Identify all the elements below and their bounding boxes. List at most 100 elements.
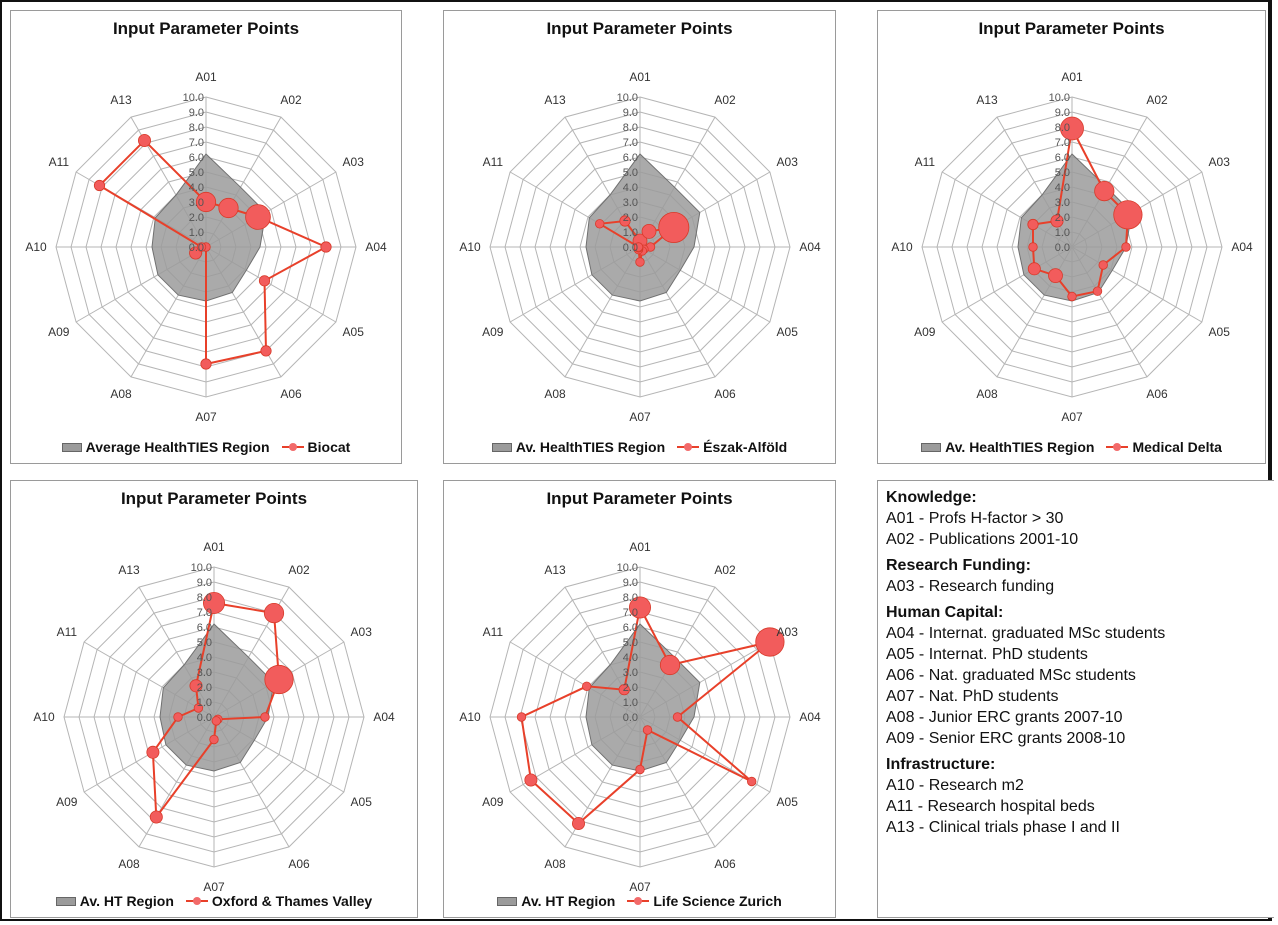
chart-legend: Av. HT Region Oxford & Thames Valley — [11, 893, 417, 909]
tick-label: 9.0 — [189, 107, 204, 119]
legend-area-swatch — [497, 896, 518, 906]
category-label: A13 — [544, 563, 566, 577]
tick-label: 4.0 — [1055, 182, 1070, 194]
legend-item-average: Av. HT Region — [55, 893, 174, 909]
category-label: A02 — [714, 563, 736, 577]
chart-legend: Av. HT Region Life Science Zurich — [444, 893, 835, 909]
tick-label: 5.0 — [623, 167, 638, 179]
tick-label: 10.0 — [1049, 92, 1070, 104]
category-label: A09 — [56, 795, 78, 809]
data-point-marker — [263, 603, 285, 624]
parameter-item: A04 - Internat. graduated MSc students — [886, 625, 1166, 642]
tick-label: 0.0 — [623, 712, 638, 724]
tick-label: 3.0 — [1055, 197, 1070, 209]
category-label: A08 — [118, 857, 140, 871]
category-label: A07 — [195, 410, 217, 424]
legend-label: Av. HealthTIES Region — [515, 439, 666, 455]
data-point-marker — [1121, 242, 1131, 252]
category-label: A03 — [777, 155, 799, 169]
category-label: A06 — [714, 387, 736, 401]
legend-item-average: Av. HealthTIES Region — [921, 439, 1094, 455]
data-point-marker — [196, 242, 207, 252]
radar-chart-oxford-thames-valley: Input Parameter Points 0.0 1.0 2.0 3.0 4.0 5.… — [10, 480, 418, 918]
category-label: A13 — [118, 563, 140, 577]
category-label: A07 — [629, 880, 651, 894]
legend-item-region: Észak-Alföld — [677, 439, 787, 455]
tick-label: 3.0 — [623, 667, 638, 679]
category-label: A04 — [799, 710, 821, 724]
parameter-item: A07 - Nat. PhD students — [886, 688, 1059, 705]
data-point-marker — [618, 684, 630, 696]
legend-label: Biocat — [307, 439, 351, 455]
tick-label: 2.0 — [623, 682, 638, 694]
data-point-marker — [195, 191, 217, 213]
data-point-marker — [635, 764, 645, 775]
parameter-item: A03 - Research funding — [886, 578, 1055, 595]
legend-area-swatch — [61, 442, 82, 452]
tick-label: 7.0 — [623, 607, 638, 619]
tick-label: 4.0 — [623, 182, 638, 194]
tick-label: 9.0 — [623, 107, 638, 119]
category-label: A05 — [1209, 325, 1231, 339]
tick-label: 0.0 — [1055, 242, 1070, 254]
data-point-marker — [571, 816, 585, 830]
category-label: A01 — [629, 540, 651, 554]
tick-label: 7.0 — [623, 137, 638, 149]
parameter-item: A10 - Research m2 — [886, 777, 1024, 794]
category-label: A09 — [482, 795, 504, 809]
tick-label: 0.0 — [623, 242, 638, 254]
radar-chart-biocat: Input Parameter Points 0.0 1.0 2.0 3.0 4.0 5.… — [10, 10, 402, 464]
tick-label: 2.0 — [623, 212, 638, 224]
tick-label: 8.0 — [1055, 122, 1070, 134]
chart-title: Input Parameter Points — [978, 19, 1165, 38]
data-point-marker — [202, 592, 225, 615]
parameter-item: A09 - Senior ERC grants 2008-10 — [886, 730, 1126, 747]
data-point-marker — [1027, 262, 1041, 276]
data-point-marker — [1027, 218, 1039, 231]
category-label: A13 — [976, 93, 998, 107]
parameter-item: A13 - Clinical trials phase I and II — [886, 819, 1120, 836]
tick-label: 1.0 — [1055, 227, 1070, 239]
legend-item-region: Oxford & Thames Valley — [185, 893, 373, 909]
data-point-marker — [211, 716, 222, 726]
category-label: A06 — [280, 387, 302, 401]
tick-label: 8.0 — [623, 122, 638, 134]
legend-line-swatch — [627, 896, 650, 906]
legend-line-swatch — [1106, 442, 1129, 452]
data-point-marker — [516, 712, 527, 722]
data-point-marker — [1113, 200, 1143, 230]
data-point-marker — [1028, 242, 1038, 252]
tick-label: 1.0 — [623, 227, 638, 239]
data-point-marker — [642, 725, 653, 735]
parameter-item: A05 - Internat. PhD students — [886, 646, 1088, 663]
category-label: A06 — [714, 857, 736, 871]
chart-title: Input Parameter Points — [546, 489, 733, 508]
category-label: A09 — [482, 325, 504, 339]
legend-label: Av. HealthTIES Region — [945, 439, 1095, 455]
parameter-item: A01 - Profs H-factor > 30 — [886, 510, 1064, 527]
tick-label: 4.0 — [197, 652, 212, 664]
tick-label: 6.0 — [623, 622, 638, 634]
legend-area-swatch — [921, 442, 942, 452]
category-label: A10 — [459, 240, 481, 254]
tick-label: 4.0 — [623, 652, 638, 664]
category-label: A05 — [777, 795, 799, 809]
legend-area-swatch — [491, 442, 512, 452]
tick-label: 6.0 — [189, 152, 204, 164]
category-label: A09 — [48, 325, 70, 339]
data-point-marker — [747, 776, 757, 787]
category-label: A10 — [33, 710, 55, 724]
category-label: A07 — [203, 880, 225, 894]
radar-plot: 0.0 1.0 2.0 3.0 4.0 5.0 6.0 7.0 8.0 9.0 10.0 A01 A02… — [25, 70, 387, 424]
category-label: A03 — [351, 625, 373, 639]
tick-label: 0.0 — [197, 712, 212, 724]
parameter-item: A02 - Publications 2001-10 — [886, 531, 1079, 548]
data-point-marker — [524, 773, 538, 787]
legend-label: Oxford & Thames Valley — [211, 893, 373, 909]
data-point-marker — [200, 358, 212, 370]
tick-label: 6.0 — [1055, 152, 1070, 164]
tick-label: 10.0 — [617, 92, 638, 104]
category-label: A05 — [343, 325, 365, 339]
category-label: A03 — [777, 625, 799, 639]
legend-line-swatch — [677, 442, 700, 452]
